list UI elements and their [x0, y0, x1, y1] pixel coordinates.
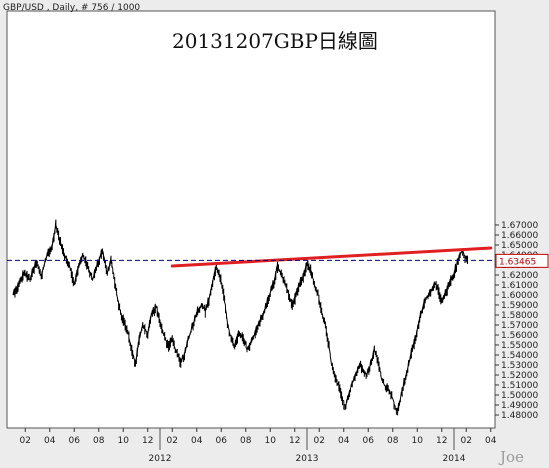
x-tick-label: 04 — [44, 436, 56, 446]
chart-header-info: GBP/USD , Daily, # 756 / 1000 — [3, 3, 140, 13]
y-tick-label: 1.56000 — [501, 331, 538, 341]
x-axis-ticks: 02 04 06 08 10 12 02 04 06 08 10 12 02 04 06 08 10 12 02 04 — [20, 428, 497, 446]
y-tick-label: 1.57000 — [501, 321, 538, 331]
y-tick-label: 1.61000 — [501, 281, 538, 291]
plot-area — [6, 10, 496, 429]
y-tick-label: 1.48000 — [501, 411, 538, 421]
x-tick-label: 04 — [191, 436, 203, 446]
x-tick-label: 10 — [118, 436, 130, 446]
x-tick-label: 02 — [20, 436, 31, 446]
watermark: Joe — [498, 448, 524, 466]
x-tick-label: 12 — [436, 436, 447, 446]
x-tick-label: 06 — [69, 436, 81, 446]
y-tick-label: 1.65000 — [501, 241, 538, 251]
x-tick-label: 08 — [240, 436, 252, 446]
x-tick-label: 08 — [93, 436, 105, 446]
year-label: 2012 — [149, 454, 172, 464]
x-tick-label: 02 — [314, 436, 325, 446]
y-tick-label: 1.67000 — [501, 221, 538, 231]
y-tick-label: 1.53000 — [501, 361, 538, 371]
y-tick-label: 1.51000 — [501, 381, 538, 391]
year-labels: 2012 2013 2014 — [149, 428, 466, 464]
chart-title: 20131207GBP日線圖 — [172, 29, 378, 53]
x-tick-label: 06 — [216, 436, 228, 446]
x-tick-label: 08 — [387, 436, 399, 446]
current-price-box — [495, 253, 549, 268]
y-tick-label: 1.55000 — [501, 341, 538, 351]
trendline — [170, 246, 493, 268]
year-label: 2013 — [296, 454, 319, 464]
x-tick-label: 10 — [265, 436, 277, 446]
y-tick-label: 1.52000 — [501, 371, 538, 381]
x-tick-label: 12 — [289, 436, 300, 446]
y-tick-label: 1.60000 — [501, 291, 538, 301]
y-tick-label: 1.49000 — [501, 401, 538, 411]
x-tick-label: 04 — [338, 436, 350, 446]
y-tick-label: 1.54000 — [501, 351, 538, 361]
x-tick-label: 02 — [167, 436, 178, 446]
y-tick-label: 1.62000 — [501, 271, 538, 281]
x-tick-label: 02 — [461, 436, 472, 446]
y-tick-label: 1.50000 — [501, 391, 538, 401]
x-tick-label: 10 — [412, 436, 424, 446]
current-price-label: 1.63465 — [499, 257, 536, 267]
price-line — [12, 219, 468, 416]
x-tick-label: 06 — [363, 436, 375, 446]
y-tick-label: 1.59000 — [501, 301, 538, 311]
x-tick-label: 04 — [485, 436, 497, 446]
x-tick-label: 12 — [142, 436, 153, 446]
y-tick-label: 1.66000 — [501, 231, 538, 241]
y-axis-ticks: 1.670001.660001.650001.640001.630001.620… — [495, 221, 538, 421]
year-label: 2014 — [443, 454, 466, 464]
y-tick-label: 1.58000 — [501, 311, 538, 321]
price-series — [12, 219, 468, 416]
